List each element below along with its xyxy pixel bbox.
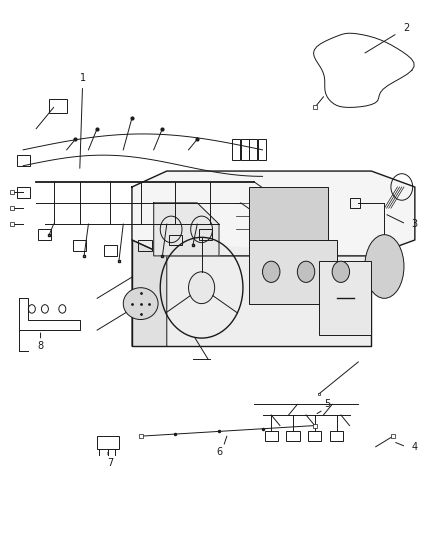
Bar: [97, 436, 119, 449]
Polygon shape: [132, 240, 371, 346]
Bar: [258, 139, 266, 160]
Bar: [308, 431, 321, 441]
Circle shape: [332, 261, 350, 282]
Text: 1: 1: [80, 73, 86, 168]
Text: 4: 4: [412, 442, 418, 452]
Bar: [265, 431, 278, 441]
Ellipse shape: [365, 235, 404, 298]
Ellipse shape: [123, 288, 158, 319]
Bar: [49, 100, 67, 113]
Circle shape: [297, 261, 315, 282]
Text: 3: 3: [412, 219, 418, 229]
Bar: [39, 229, 51, 240]
Bar: [73, 240, 86, 251]
Circle shape: [262, 261, 280, 282]
Bar: [330, 431, 343, 441]
Bar: [241, 139, 249, 160]
Polygon shape: [132, 240, 167, 346]
Bar: [104, 245, 117, 256]
Text: 7: 7: [107, 458, 113, 467]
Bar: [250, 139, 257, 160]
Bar: [17, 187, 30, 198]
Bar: [17, 155, 30, 166]
Bar: [138, 240, 152, 251]
Polygon shape: [154, 203, 219, 256]
Bar: [250, 187, 328, 240]
Polygon shape: [132, 171, 415, 256]
Text: 8: 8: [38, 341, 44, 351]
Bar: [319, 261, 371, 335]
Text: 5: 5: [325, 399, 331, 409]
Bar: [199, 229, 212, 240]
Bar: [350, 198, 360, 208]
Bar: [232, 139, 240, 160]
Bar: [250, 240, 336, 304]
Circle shape: [188, 272, 215, 304]
Text: 6: 6: [216, 447, 222, 457]
Bar: [286, 431, 300, 441]
Bar: [169, 235, 182, 245]
Text: 2: 2: [403, 23, 409, 33]
